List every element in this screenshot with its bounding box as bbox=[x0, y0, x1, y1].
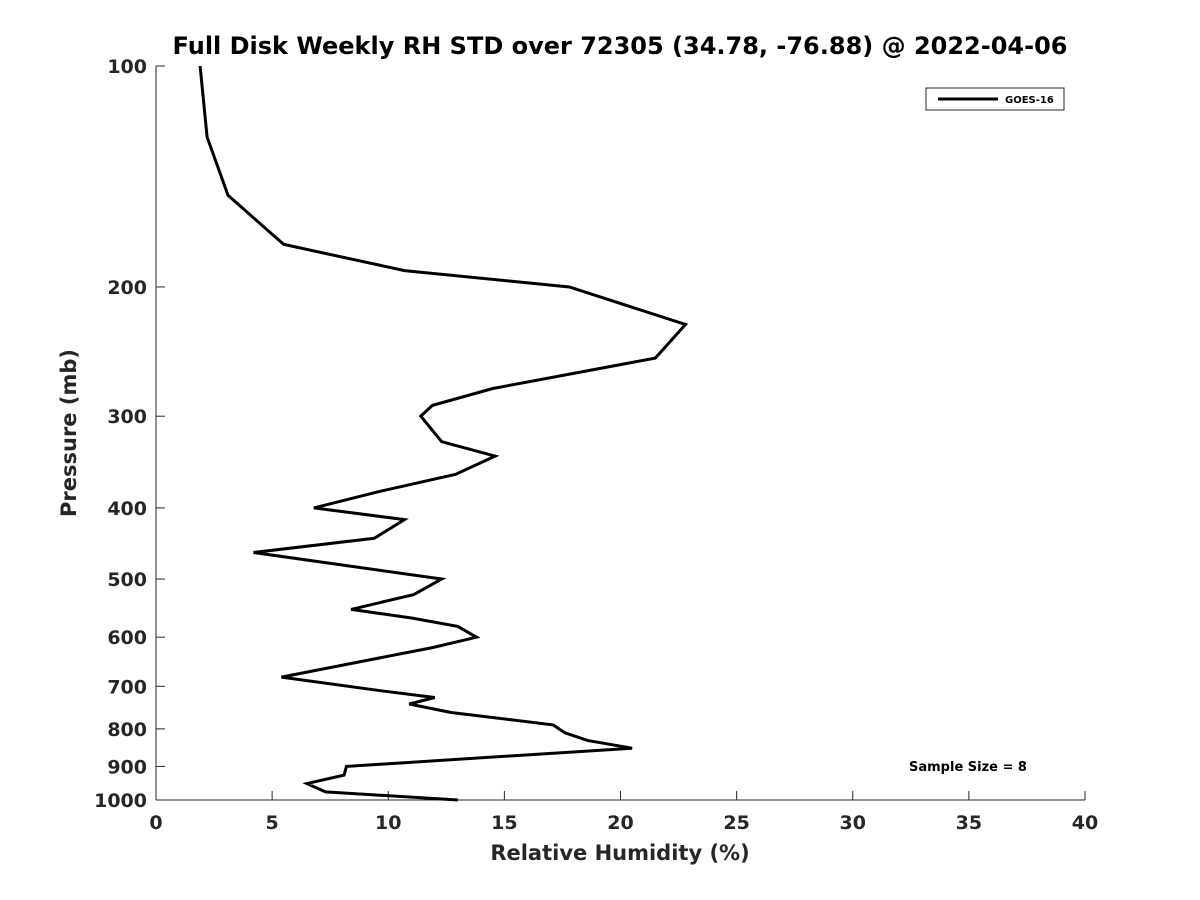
y-tick-label: 800 bbox=[107, 719, 147, 741]
x-tick-label: 10 bbox=[375, 812, 401, 834]
y-tick-label: 700 bbox=[107, 676, 147, 698]
x-tick-label: 5 bbox=[266, 812, 279, 834]
y-tick-label: 400 bbox=[107, 498, 147, 520]
x-ticks: 0 5 10 15 20 25 30 35 40 bbox=[149, 791, 1098, 834]
y-tick-label: 100 bbox=[107, 56, 147, 78]
x-axis-label: Relative Humidity (%) bbox=[490, 841, 749, 865]
legend-label: GOES-16 bbox=[1005, 95, 1054, 106]
plot-area: 0 5 10 15 20 25 30 35 40 100 200 300 400 500 600 700 80… bbox=[94, 56, 1098, 834]
sample-size-annotation: Sample Size = 8 bbox=[909, 760, 1027, 775]
y-tick-label: 200 bbox=[107, 277, 147, 299]
y-tick-label: 600 bbox=[107, 627, 147, 649]
chart-title: Full Disk Weekly RH STD over 72305 (34.7… bbox=[173, 32, 1068, 60]
x-tick-label: 20 bbox=[607, 812, 633, 834]
x-tick-label: 0 bbox=[149, 812, 162, 834]
y-tick-label: 1000 bbox=[94, 790, 147, 812]
series-line-goes16 bbox=[198, 65, 689, 802]
x-tick-label: 40 bbox=[1072, 812, 1098, 834]
y-tick-label: 500 bbox=[107, 569, 147, 591]
legend: GOES-16 bbox=[925, 87, 1065, 111]
series-layer bbox=[198, 65, 689, 802]
y-tick-label: 900 bbox=[107, 756, 147, 778]
y-tick-label: 300 bbox=[107, 406, 147, 428]
x-tick-label: 25 bbox=[723, 812, 749, 834]
y-ticks: 100 200 300 400 500 600 700 800 900 1000 bbox=[94, 56, 165, 812]
x-tick-label: 35 bbox=[956, 812, 982, 834]
y-axis-label: Pressure (mb) bbox=[57, 349, 81, 517]
x-tick-label: 30 bbox=[840, 812, 866, 834]
x-tick-label: 15 bbox=[491, 812, 517, 834]
